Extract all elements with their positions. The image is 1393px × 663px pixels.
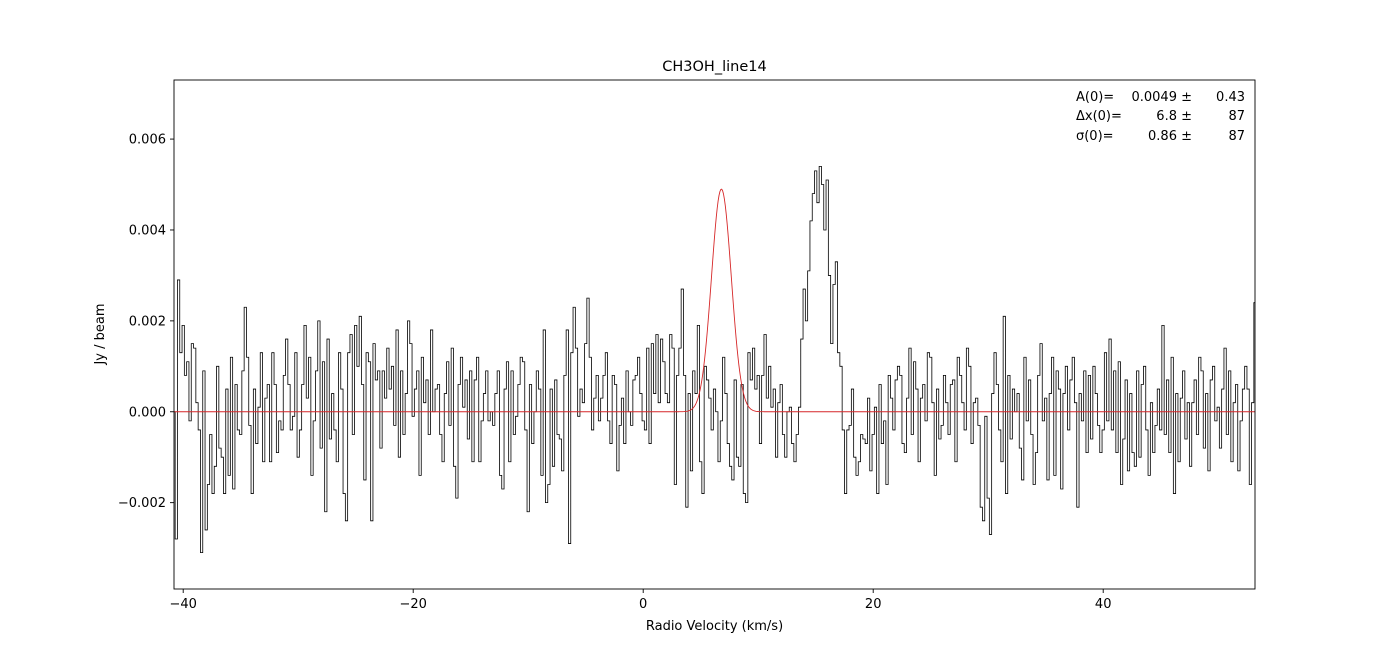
- fit-param-value: 0.86 ±: [1148, 129, 1192, 144]
- fit-param-label: σ(0)=: [1076, 129, 1114, 144]
- fit-param-label: A(0)=: [1076, 90, 1114, 105]
- y-tick-label: 0.004: [129, 223, 166, 238]
- gaussian-fit-series: [174, 188, 1255, 413]
- y-axis: −0.002 0.000 0.002 0.004 0.006: [118, 133, 174, 511]
- spectrum-series: [174, 165, 1255, 554]
- y-tick-label: 0.002: [129, 314, 166, 329]
- fit-param-label: Δx(0)=: [1076, 109, 1122, 124]
- chart-title: CH3OH_line14: [662, 59, 766, 75]
- x-axis: −40 −20 0 20 40: [169, 589, 1111, 612]
- x-tick-label: 0: [639, 597, 647, 612]
- plot-area: [174, 165, 1255, 554]
- plot-frame: [173, 79, 1256, 590]
- fit-param-error: 87: [1228, 129, 1245, 144]
- fit-param-error: 0.43: [1216, 90, 1245, 105]
- fit-param-error: 87: [1228, 109, 1245, 124]
- x-axis-label: Radio Velocity (km/s): [646, 619, 783, 634]
- y-axis-label: Jy / beam: [93, 303, 108, 365]
- fit-param-value: 0.0049 ±: [1131, 90, 1192, 105]
- y-tick-label: 0.000: [129, 405, 166, 420]
- y-tick-label: −0.002: [118, 496, 166, 511]
- x-tick-label: −40: [169, 597, 196, 612]
- fit-param-value: 6.8 ±: [1156, 109, 1192, 124]
- x-tick-label: 20: [865, 597, 882, 612]
- x-tick-label: −20: [399, 597, 426, 612]
- y-tick-label: 0.006: [129, 133, 166, 148]
- x-tick-label: 40: [1095, 597, 1112, 612]
- fit-annotations: A(0)= 0.0049 ± 0.43 Δx(0)= 6.8 ± 87 σ(0)= 0.86 …: [1076, 90, 1245, 144]
